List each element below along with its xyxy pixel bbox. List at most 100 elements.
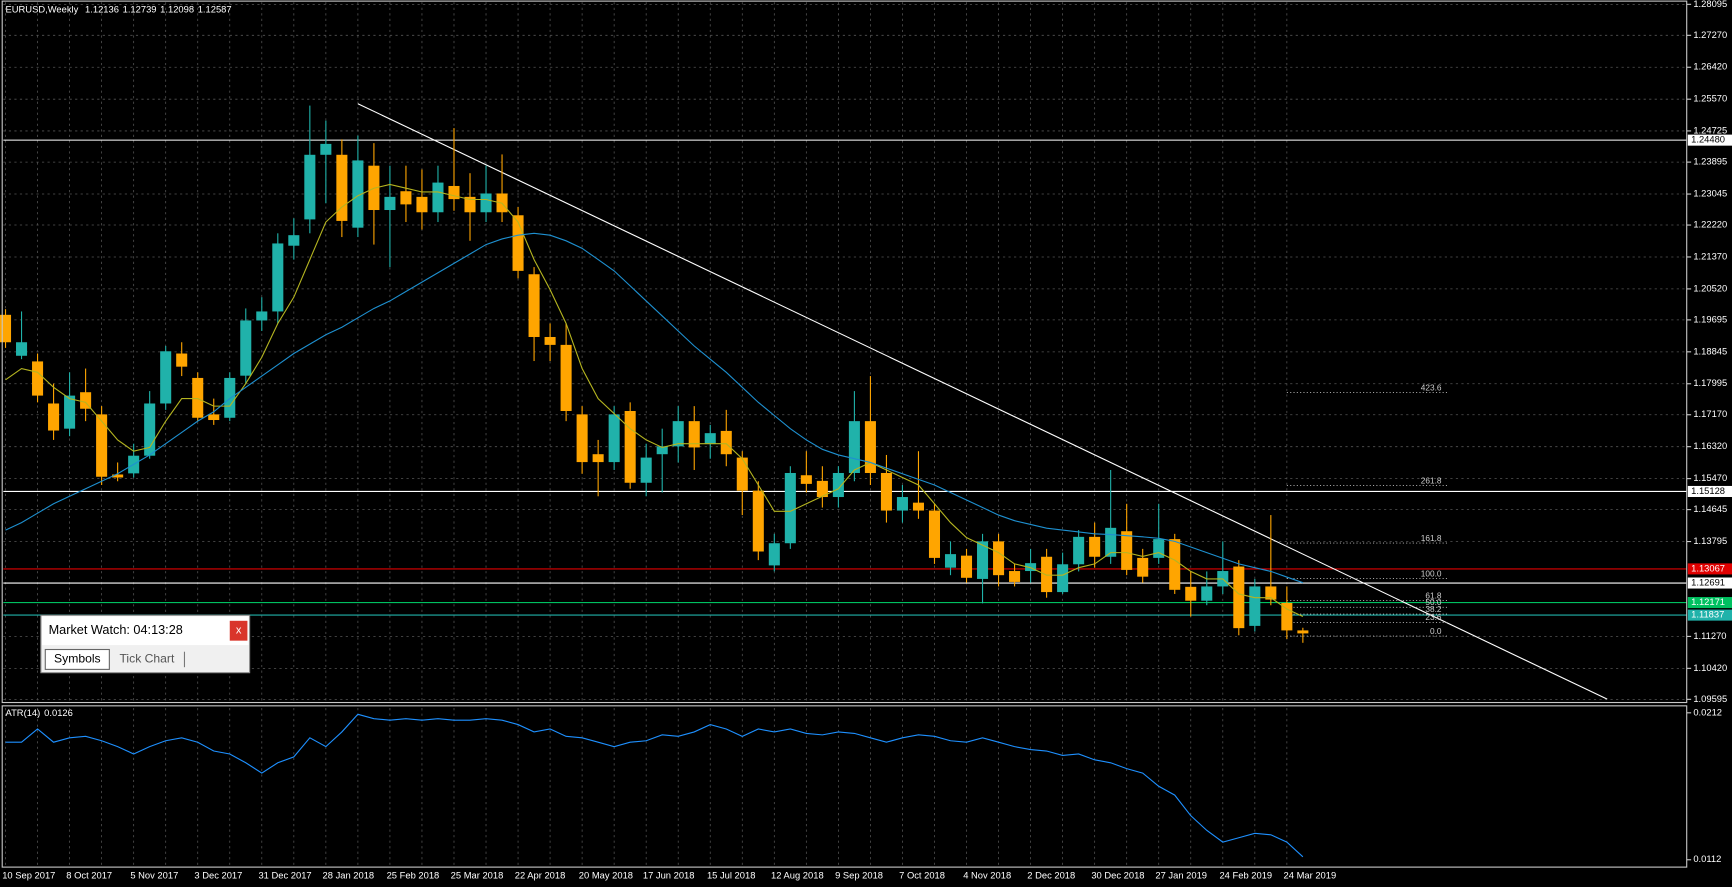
x-tick-label: 4 Nov 2018 xyxy=(963,870,1011,880)
candle-body xyxy=(880,472,892,511)
fib-label: 23.6 xyxy=(1425,613,1441,622)
y-tick-label: 1.18845 xyxy=(1693,346,1727,356)
close-button-label[interactable]: x xyxy=(236,625,242,637)
y-tick-label: 1.21370 xyxy=(1693,251,1727,261)
candle-body xyxy=(1281,602,1293,631)
x-tick-label: 30 Dec 2018 xyxy=(1091,870,1144,880)
fib-label: 50.0 xyxy=(1425,598,1441,607)
candle-body xyxy=(752,490,764,552)
candle-body xyxy=(208,414,220,421)
candle-body xyxy=(96,414,108,477)
x-tick-label: 24 Mar 2019 xyxy=(1284,870,1337,880)
candle-body xyxy=(944,554,957,568)
candle-body xyxy=(288,235,300,246)
candle-body xyxy=(336,154,348,221)
x-tick-label: 22 Apr 2018 xyxy=(515,870,566,880)
candle-body xyxy=(80,392,92,409)
candle-body xyxy=(993,541,1005,576)
market-watch-titlebar xyxy=(41,616,249,646)
candle-body xyxy=(1137,557,1149,577)
atr-pane-frame xyxy=(1,705,1688,868)
x-tick-label: 9 Sep 2018 xyxy=(835,870,883,880)
ohlc-open: 1.12136 xyxy=(85,4,119,14)
y-tick-label: 1.17995 xyxy=(1693,378,1727,388)
candle-body xyxy=(448,185,460,200)
candle-body xyxy=(240,320,252,376)
market-watch-title: Market Watch: 04:13:28 xyxy=(49,623,183,637)
candle-body xyxy=(256,311,268,321)
y-tick-label: 0.0112 xyxy=(1693,854,1721,864)
candle-body xyxy=(272,243,284,312)
candle-body xyxy=(816,480,828,498)
candle-body xyxy=(352,160,364,228)
level-label: 1.12691 xyxy=(1691,578,1725,588)
y-tick-label: 1.25570 xyxy=(1693,94,1727,104)
candle-body xyxy=(1121,531,1133,570)
x-tick-label: 25 Mar 2018 xyxy=(451,870,504,880)
candle-body xyxy=(0,314,12,343)
x-tick-label: 12 Aug 2018 xyxy=(771,870,824,880)
candle-body xyxy=(512,215,524,271)
fib-label: 161.8 xyxy=(1421,534,1442,543)
candle-body xyxy=(1249,586,1261,626)
indicator-line xyxy=(5,713,1304,858)
fib-label: 423.6 xyxy=(1421,383,1442,392)
candle-body xyxy=(1153,539,1165,558)
x-tick-label: 31 Dec 2017 xyxy=(258,870,311,880)
level-box xyxy=(1687,485,1732,497)
candle-body xyxy=(672,421,684,447)
y-tick-label: 1.26420 xyxy=(1693,62,1727,72)
candle-body xyxy=(304,154,316,220)
y-tick-label: 1.09595 xyxy=(1693,694,1727,704)
candle-body xyxy=(48,403,60,431)
level-label: 1.12171 xyxy=(1691,597,1725,607)
candle-body xyxy=(1297,630,1309,634)
ohlc-low: 1.12098 xyxy=(160,4,194,14)
tab-symbols[interactable] xyxy=(44,648,110,670)
y-tick-label: 1.22220 xyxy=(1693,220,1727,230)
candle-body xyxy=(832,472,844,498)
x-tick-label: 8 Oct 2017 xyxy=(66,870,112,880)
candle-body xyxy=(736,457,748,491)
candle-body xyxy=(1169,539,1181,590)
x-tick-label: 28 Jan 2018 xyxy=(323,870,375,880)
close-button[interactable] xyxy=(229,620,248,641)
candle-body xyxy=(224,377,236,418)
candle-body xyxy=(592,454,604,463)
y-tick-label: 1.16320 xyxy=(1693,441,1727,451)
y-tick-label: 1.10420 xyxy=(1693,663,1727,673)
y-tick-label: 1.20520 xyxy=(1693,283,1727,293)
candle-body xyxy=(977,541,989,579)
candle-body xyxy=(896,497,908,511)
candle-body xyxy=(656,446,668,455)
candle-body xyxy=(320,143,332,155)
candle-body xyxy=(1185,586,1197,601)
y-tick-label: 1.27270 xyxy=(1693,30,1727,40)
level-label: 1.13067 xyxy=(1691,563,1725,573)
fib-label: 61.8 xyxy=(1425,591,1441,600)
tab-symbols-label[interactable]: Symbols xyxy=(54,652,101,666)
candle-body xyxy=(1041,556,1053,593)
tab-tick-chart-label[interactable]: Tick Chart xyxy=(119,652,174,666)
candle-body xyxy=(544,336,556,345)
candle-body xyxy=(688,421,700,448)
moving-average xyxy=(5,232,1304,584)
y-tick-label: 1.13795 xyxy=(1693,536,1727,546)
level-box xyxy=(1687,563,1732,575)
candle-body xyxy=(1201,586,1213,601)
candle-body xyxy=(928,510,941,558)
candle-body xyxy=(560,344,572,411)
symbol-label: EURUSD,Weekly xyxy=(6,4,79,14)
candle-body xyxy=(192,377,204,418)
x-tick-label: 25 Feb 2018 xyxy=(387,870,440,880)
level-box xyxy=(1687,609,1732,621)
candle-body xyxy=(400,191,412,205)
candle-body xyxy=(1009,571,1021,582)
x-tick-label: 3 Dec 2017 xyxy=(194,870,242,880)
candle-body xyxy=(384,196,396,211)
candle-body xyxy=(112,474,124,478)
trendline xyxy=(357,103,1608,700)
fib-label: 100.0 xyxy=(1421,569,1442,578)
candle-body xyxy=(1105,527,1117,557)
candle-body xyxy=(32,361,44,396)
